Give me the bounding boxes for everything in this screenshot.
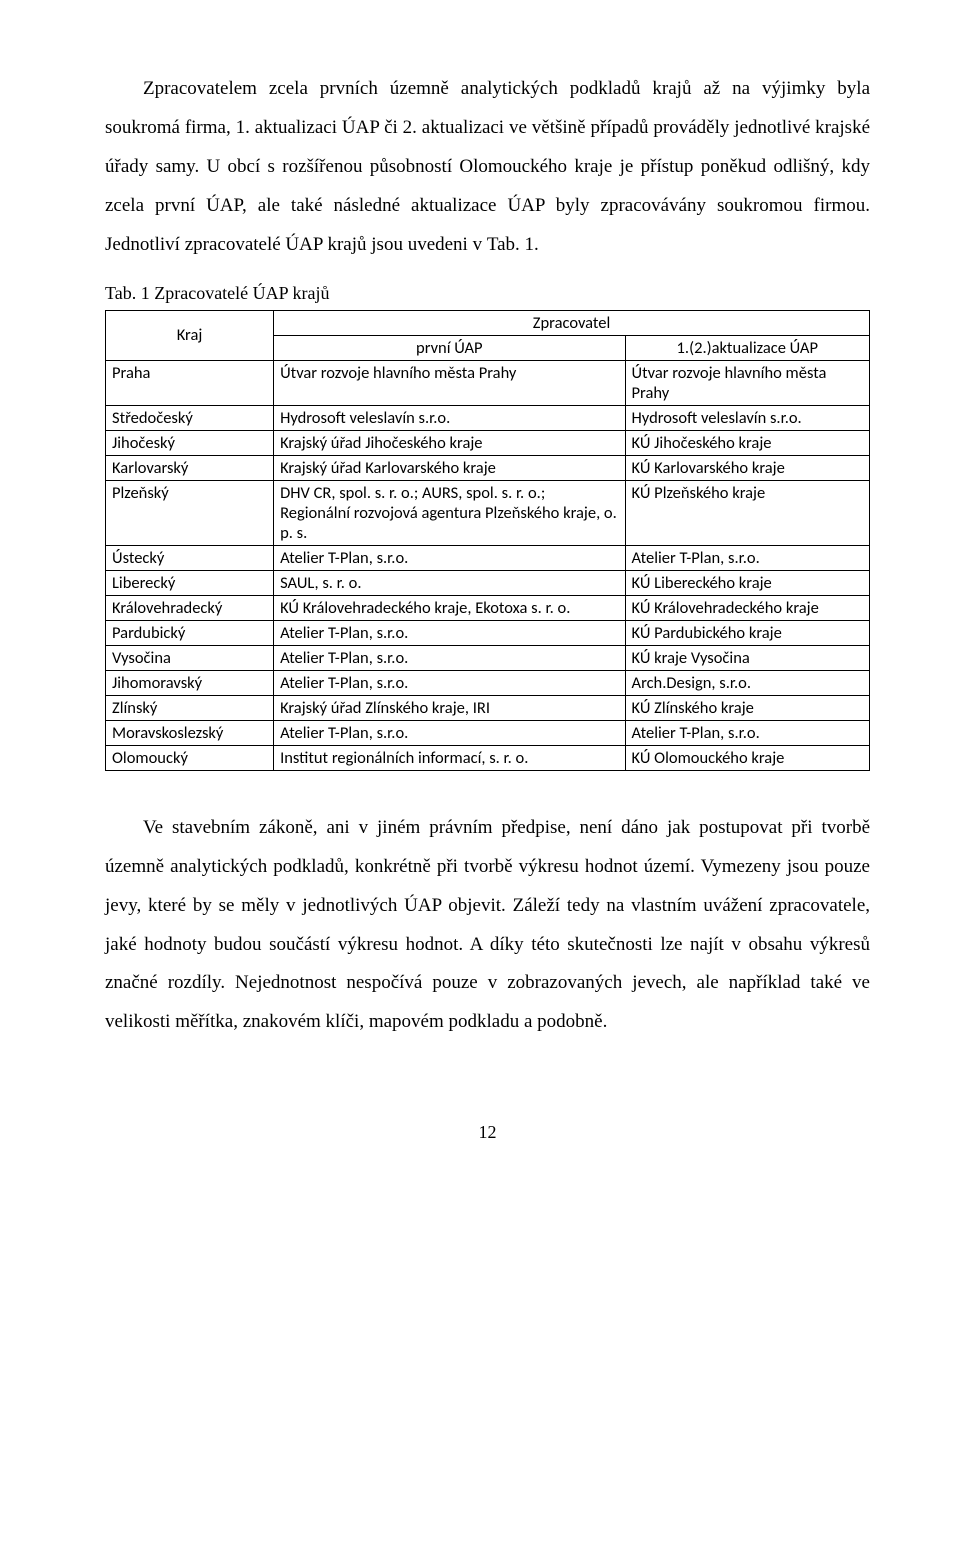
header-kraj: Kraj [106, 310, 274, 360]
cell-kraj: Vysočina [106, 645, 274, 670]
paragraph-2: Ve stavebním zákoně, ani v jiném právním… [105, 809, 870, 1043]
table-caption: Tab. 1 Zpracovatelé ÚAP krajů [105, 283, 870, 304]
table-row: OlomouckýInstitut regionálních informací… [106, 745, 870, 770]
uap-table: Kraj Zpracovatel první ÚAP 1.(2.)aktuali… [105, 310, 870, 771]
cell-kraj: Pardubický [106, 620, 274, 645]
paragraph-2-text: Ve stavebním zákoně, ani v jiném právním… [105, 817, 870, 1033]
header-zpracovatel: Zpracovatel [274, 310, 870, 335]
cell-prvni: Hydrosoft veleslavín s.r.o. [274, 405, 625, 430]
cell-aktual: KÚ Pardubického kraje [625, 620, 869, 645]
cell-kraj: Jihomoravský [106, 670, 274, 695]
cell-aktual: Hydrosoft veleslavín s.r.o. [625, 405, 869, 430]
table-row: PrahaÚtvar rozvoje hlavního města PrahyÚ… [106, 360, 870, 405]
table-row: ZlínskýKrajský úřad Zlínského kraje, IRI… [106, 695, 870, 720]
cell-kraj: Ústecký [106, 545, 274, 570]
table-head: Kraj Zpracovatel první ÚAP 1.(2.)aktuali… [106, 310, 870, 360]
cell-kraj: Jihočeský [106, 430, 274, 455]
cell-prvni: KÚ Královehradeckého kraje, Ekotoxa s. r… [274, 595, 625, 620]
table-row: JihomoravskýAtelier T-Plan, s.r.o.Arch.D… [106, 670, 870, 695]
paragraph-1-text: Zpracovatelem zcela prvních územně analy… [105, 78, 870, 255]
cell-kraj: Karlovarský [106, 455, 274, 480]
cell-aktual: KÚ Zlínského kraje [625, 695, 869, 720]
cell-kraj: Liberecký [106, 570, 274, 595]
table-row: KrálovehradeckýKÚ Královehradeckého kraj… [106, 595, 870, 620]
table-header-row-1: Kraj Zpracovatel [106, 310, 870, 335]
header-prvni: první ÚAP [274, 335, 625, 360]
cell-kraj: Zlínský [106, 695, 274, 720]
cell-aktual: KÚ Královehradeckého kraje [625, 595, 869, 620]
cell-kraj: Praha [106, 360, 274, 405]
cell-prvni: Atelier T-Plan, s.r.o. [274, 720, 625, 745]
cell-prvni: DHV CR, spol. s. r. o.; AURS, spol. s. r… [274, 480, 625, 545]
cell-aktual: KÚ kraje Vysočina [625, 645, 869, 670]
page-number: 12 [105, 1122, 870, 1143]
cell-prvni: Krajský úřad Zlínského kraje, IRI [274, 695, 625, 720]
cell-aktual: Atelier T-Plan, s.r.o. [625, 545, 869, 570]
cell-prvni: Atelier T-Plan, s.r.o. [274, 645, 625, 670]
cell-aktual: Útvar rozvoje hlavního města Prahy [625, 360, 869, 405]
document-page: Zpracovatelem zcela prvních územně analy… [0, 0, 960, 1203]
table-body: PrahaÚtvar rozvoje hlavního města PrahyÚ… [106, 360, 870, 770]
cell-kraj: Plzeňský [106, 480, 274, 545]
cell-kraj: Moravskoslezský [106, 720, 274, 745]
header-aktual: 1.(2.)aktualizace ÚAP [625, 335, 869, 360]
cell-kraj: Středočeský [106, 405, 274, 430]
cell-prvni: Krajský úřad Karlovarského kraje [274, 455, 625, 480]
cell-aktual: KÚ Karlovarského kraje [625, 455, 869, 480]
cell-kraj: Olomoucký [106, 745, 274, 770]
cell-aktual: Atelier T-Plan, s.r.o. [625, 720, 869, 745]
table-row: PardubickýAtelier T-Plan, s.r.o.KÚ Pardu… [106, 620, 870, 645]
cell-aktual: Arch.Design, s.r.o. [625, 670, 869, 695]
table-row: PlzeňskýDHV CR, spol. s. r. o.; AURS, sp… [106, 480, 870, 545]
cell-prvni: Atelier T-Plan, s.r.o. [274, 620, 625, 645]
cell-aktual: KÚ Libereckého kraje [625, 570, 869, 595]
table-row: LibereckýSAUL, s. r. o.KÚ Libereckého kr… [106, 570, 870, 595]
cell-aktual: KÚ Olomouckého kraje [625, 745, 869, 770]
cell-prvni: Krajský úřad Jihočeského kraje [274, 430, 625, 455]
cell-aktual: KÚ Jihočeského kraje [625, 430, 869, 455]
table-row: StředočeskýHydrosoft veleslavín s.r.o.Hy… [106, 405, 870, 430]
table-row: KarlovarskýKrajský úřad Karlovarského kr… [106, 455, 870, 480]
table-row: ÚsteckýAtelier T-Plan, s.r.o.Atelier T-P… [106, 545, 870, 570]
cell-prvni: Atelier T-Plan, s.r.o. [274, 545, 625, 570]
cell-prvni: Institut regionálních informací, s. r. o… [274, 745, 625, 770]
table-row: VysočinaAtelier T-Plan, s.r.o.KÚ kraje V… [106, 645, 870, 670]
paragraph-1: Zpracovatelem zcela prvních územně analy… [105, 70, 870, 265]
table-row: JihočeskýKrajský úřad Jihočeského krajeK… [106, 430, 870, 455]
cell-kraj: Královehradecký [106, 595, 274, 620]
table-row: MoravskoslezskýAtelier T-Plan, s.r.o.Ate… [106, 720, 870, 745]
cell-prvni: SAUL, s. r. o. [274, 570, 625, 595]
cell-prvni: Útvar rozvoje hlavního města Prahy [274, 360, 625, 405]
cell-aktual: KÚ Plzeňského kraje [625, 480, 869, 545]
cell-prvni: Atelier T-Plan, s.r.o. [274, 670, 625, 695]
